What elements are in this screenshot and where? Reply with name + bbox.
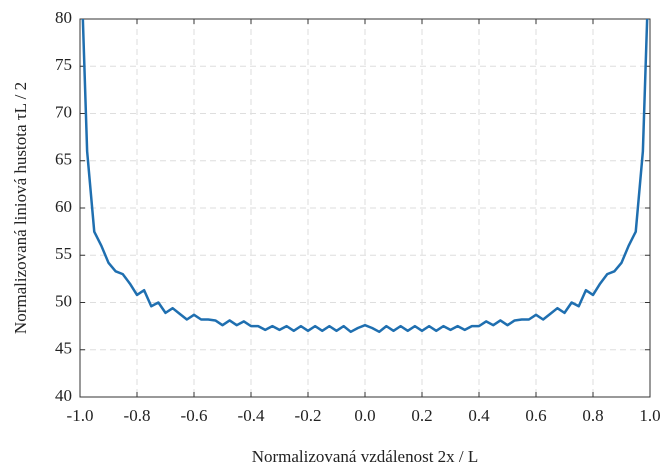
x-axis-label: Normalizovaná vzdálenost 2x / L — [252, 447, 479, 466]
x-tick-label: 0.6 — [525, 406, 546, 425]
x-tick-label: -0.8 — [124, 406, 151, 425]
y-tick-label: 50 — [55, 291, 72, 310]
x-tick-label: -1.0 — [67, 406, 94, 425]
y-tick-label: 60 — [55, 197, 72, 216]
x-tick-label: 1.0 — [639, 406, 660, 425]
plot-frame — [79, 18, 651, 398]
data-line — [81, 18, 649, 334]
x-tick-label: -0.6 — [181, 406, 208, 425]
y-axis-label: Normalizovaná liniová hustota τL / 2 — [11, 82, 30, 334]
x-tick-label: 0.2 — [411, 406, 432, 425]
x-tick-label: 0.8 — [582, 406, 603, 425]
x-tick-label: -0.2 — [295, 406, 322, 425]
x-tick-label: 0.4 — [468, 406, 490, 425]
x-tick-label: 0.0 — [354, 406, 375, 425]
y-tick-label: 80 — [55, 8, 72, 27]
y-tick-label: 45 — [55, 339, 72, 358]
y-tick-label: 70 — [55, 102, 72, 121]
y-tick-label: 55 — [55, 244, 72, 263]
y-tick-label: 65 — [55, 150, 72, 169]
x-tick-label: -0.4 — [238, 406, 265, 425]
y-tick-label: 40 — [55, 386, 72, 405]
y-tick-label: 75 — [55, 55, 72, 74]
